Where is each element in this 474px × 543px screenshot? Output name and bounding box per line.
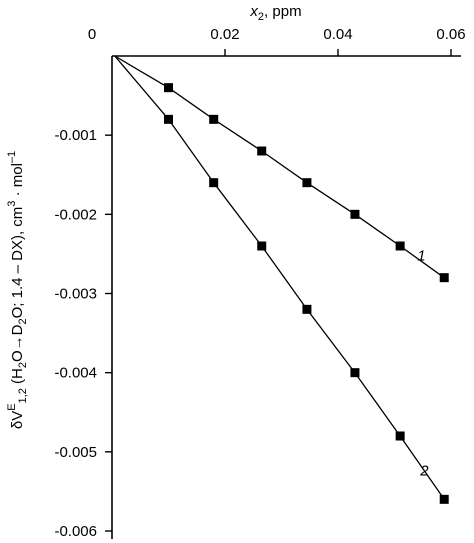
data-point	[164, 114, 173, 124]
x-tick-label: 0	[88, 26, 96, 43]
x-tick-label: 0.06	[436, 26, 465, 43]
data-point	[209, 178, 219, 188]
data-point	[395, 241, 405, 251]
data-point	[302, 178, 312, 188]
x-axis: 0 0.02 0.04 0.06	[88, 26, 466, 57]
y-axis-title-sub: 1,2	[17, 388, 29, 403]
x-axis-title: x2, ppm	[249, 3, 301, 23]
data-point	[439, 494, 449, 504]
y-tick-label: -0.005	[54, 444, 97, 461]
y-axis-title-sup-mol: –1	[6, 151, 18, 163]
y-tick-label: -0.003	[54, 286, 97, 303]
svg-text:δVE1,2 (H2O→D2O; 1.4 – DX), cm: δVE1,2 (H2O→D2O; 1.4 – DX), cm3 · mol–1	[6, 151, 29, 429]
y-axis: -0.001 -0.002 -0.003 -0.004 -0.005 -0.006	[54, 56, 113, 540]
y-axis-title-sup-cm: 3	[6, 201, 18, 207]
series-2: 2	[114, 55, 449, 504]
x-tick-label: 0.02	[210, 26, 239, 43]
y-axis-title-sup: E	[6, 403, 18, 410]
data-point	[257, 241, 267, 251]
y-axis-title-part3: O; 1.4 – DX), cm	[9, 207, 26, 319]
x-axis-unit: , ppm	[264, 3, 302, 20]
data-point	[257, 146, 267, 156]
data-point	[395, 431, 405, 441]
data-point	[350, 368, 360, 378]
series-label: 1	[417, 248, 425, 265]
x-axis-variable: x	[249, 3, 258, 20]
y-axis-title-part4: · mol	[9, 163, 26, 201]
y-axis-title-part1: (H	[9, 368, 26, 388]
y-tick-label: -0.006	[54, 523, 97, 540]
data-point	[302, 304, 312, 314]
y-axis-title-part2: O→D	[9, 324, 26, 362]
y-axis-title-prefix: δV	[9, 411, 26, 429]
data-point	[164, 83, 173, 93]
plot-area: 12	[114, 55, 449, 504]
series-line	[114, 55, 445, 279]
data-point	[350, 209, 360, 219]
data-point	[209, 114, 219, 124]
y-axis-title: δVE1,2 (H2O→D2O; 1.4 – DX), cm3 · mol–1	[6, 151, 29, 429]
y-axis-title-sub-h2o: 2	[17, 362, 29, 368]
x-axis-subscript: 2	[258, 11, 264, 23]
y-tick-label: -0.002	[54, 206, 97, 223]
x-tick-label: 0.04	[323, 26, 352, 43]
y-tick-label: -0.004	[54, 365, 97, 382]
data-point	[439, 273, 449, 283]
series-1: 1	[114, 55, 449, 283]
y-axis-title-sub-d2o: 2	[17, 318, 29, 324]
y-tick-label: -0.001	[54, 127, 97, 144]
series-label: 2	[419, 462, 429, 479]
series-line	[114, 55, 445, 500]
svg-text:x2, ppm: x2, ppm	[249, 3, 301, 23]
